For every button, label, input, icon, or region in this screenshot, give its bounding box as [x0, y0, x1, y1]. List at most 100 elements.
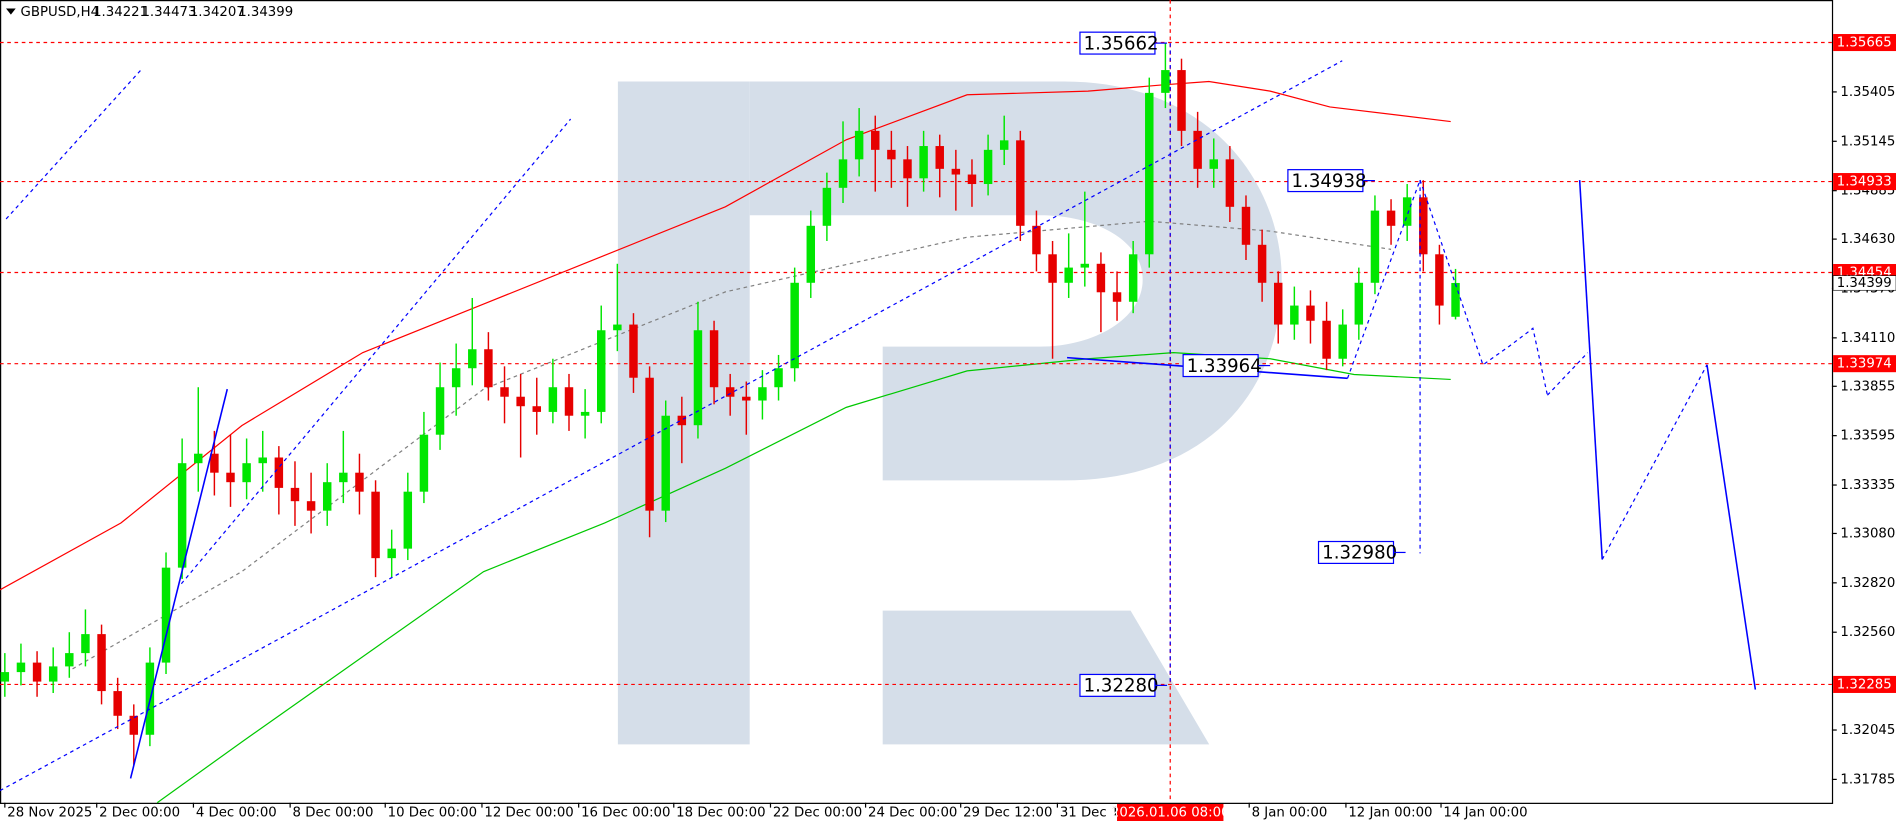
candle-body	[983, 149, 993, 185]
candle-body	[1032, 225, 1041, 255]
candle-body	[548, 387, 558, 412]
header-high: 1.34473	[141, 5, 196, 20]
candle-body	[1161, 70, 1170, 93]
candle-body	[677, 415, 687, 426]
drawing-line	[5, 68, 142, 220]
candle-body	[468, 349, 477, 369]
candle-body	[322, 482, 332, 511]
indicator-line	[0, 80, 1451, 591]
x-tick-label: 8 Jan 00:00	[1252, 805, 1328, 820]
candle-body	[484, 349, 493, 388]
candle-body	[1435, 254, 1444, 306]
candle-body	[1048, 254, 1057, 283]
candle-body	[1193, 130, 1202, 169]
level-label: 1.33974	[1837, 357, 1892, 372]
candle-body	[1354, 282, 1364, 325]
candle-body	[81, 634, 90, 654]
candle-body	[339, 472, 348, 483]
candle-body	[838, 159, 848, 188]
price-label: 1.33964	[1187, 356, 1262, 377]
candle-body	[113, 691, 122, 716]
candle-body	[48, 666, 58, 682]
drawing-line	[1706, 364, 1757, 690]
candle-body	[258, 457, 267, 464]
level-label-box	[1833, 355, 1896, 373]
candle-body	[500, 387, 509, 397]
candle-body	[451, 368, 461, 388]
candle-body	[1080, 263, 1090, 268]
candle-body	[1209, 159, 1218, 169]
candle-body	[97, 634, 106, 692]
candle-body	[306, 501, 316, 511]
candle-body	[742, 396, 751, 401]
y-tick-label: 1.31785	[1840, 772, 1895, 787]
candle-body	[1370, 210, 1380, 283]
drawing-line	[1346, 179, 1421, 379]
candle-body	[226, 472, 235, 483]
candle-body	[854, 130, 864, 160]
candle-body	[532, 406, 541, 412]
candle-body	[725, 387, 735, 397]
candle-body	[242, 463, 251, 483]
indicator-line	[156, 352, 1451, 804]
candle-body	[129, 715, 139, 735]
candle-body	[1306, 305, 1315, 321]
candle-body	[1112, 292, 1122, 302]
candle-body	[16, 662, 26, 673]
current-price-label: 1.34399	[1837, 276, 1892, 291]
y-tick-label: 1.35145	[1840, 134, 1895, 149]
candle-body	[806, 225, 816, 283]
candle-body	[887, 149, 896, 160]
x-tick-label: 29 Dec 12:00	[963, 805, 1052, 820]
candle-body	[1386, 210, 1396, 226]
candle-body	[597, 330, 606, 412]
y-tick-label: 1.32560	[1840, 625, 1895, 640]
candle-body	[1225, 159, 1235, 207]
candle-body	[65, 653, 74, 667]
candle-body	[1290, 305, 1299, 325]
price-label: 1.32280	[1084, 676, 1159, 697]
candle-body	[177, 463, 187, 568]
header-close: 1.34399	[238, 5, 293, 20]
plot-frame	[0, 0, 1834, 804]
x-tick-label: 10 Dec 00:00	[388, 805, 477, 820]
y-tick-label: 1.34110	[1840, 331, 1895, 346]
x-tick-label: 18 Dec 00:00	[676, 805, 765, 820]
candle-body	[1402, 197, 1412, 226]
candle-body	[1064, 267, 1073, 283]
candle-body	[903, 159, 912, 179]
drawing-line	[0, 60, 1343, 792]
y-tick-label: 1.35405	[1840, 85, 1895, 100]
x-tick-label: 22 Dec 00:00	[773, 805, 862, 820]
candle-body	[1451, 282, 1460, 317]
drawing-line	[1601, 364, 1708, 560]
candle-body	[1177, 70, 1186, 131]
y-tick-label: 1.33335	[1840, 478, 1895, 493]
candle-body	[951, 168, 961, 175]
y-tick-label: 1.33855	[1840, 379, 1895, 394]
candle-body	[1419, 197, 1428, 255]
candle-body	[419, 434, 429, 492]
candle-body	[290, 487, 300, 502]
x-tick-label: 12 Dec 00:00	[484, 805, 573, 820]
drawing-line	[129, 388, 229, 779]
candle-body	[1128, 254, 1138, 302]
x-tick-label: 31 Dec 12	[1060, 805, 1128, 820]
y-tick-label: 1.32045	[1840, 723, 1895, 738]
candle-body	[1096, 263, 1106, 293]
candle-body	[580, 411, 590, 416]
candle-body	[1145, 92, 1154, 255]
candle-body	[564, 387, 574, 416]
candle-body	[0, 672, 10, 682]
candle-body	[709, 330, 719, 388]
crosshair-label-box	[1117, 803, 1224, 821]
candle-body	[935, 146, 944, 169]
candle-body	[871, 130, 880, 150]
drawing-line	[1578, 179, 1604, 560]
candle-body	[387, 548, 396, 559]
x-tick-label: 28 Nov 2025	[7, 805, 92, 820]
candle-body	[1273, 282, 1283, 325]
candle-body	[661, 415, 670, 511]
